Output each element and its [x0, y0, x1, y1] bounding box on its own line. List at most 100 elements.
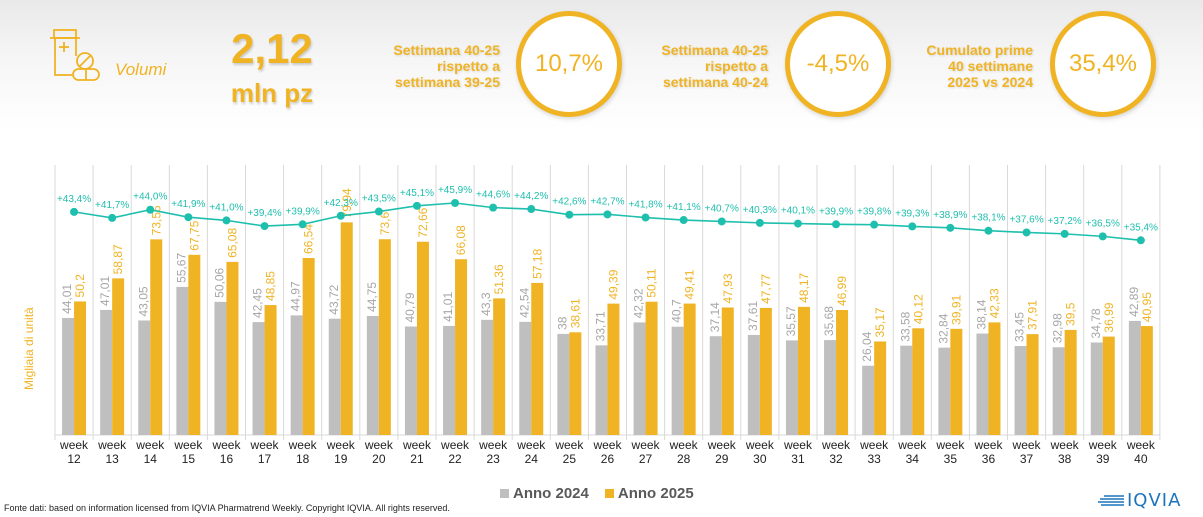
x-tick-label: week: [592, 438, 622, 452]
x-tick-label: week: [478, 438, 508, 452]
bar-label-2025: 35,17: [873, 307, 887, 337]
line-point: [489, 203, 498, 212]
header: Volumi 2,12 mln pz Settimana 40-25 rispe…: [0, 0, 1203, 140]
x-tick-label: week: [859, 438, 889, 452]
x-tick-label: 13: [105, 452, 119, 466]
x-tick-label: 16: [220, 452, 234, 466]
bar-label-2025: 57,18: [530, 249, 544, 279]
bar-label-2025: 42,33: [987, 288, 1001, 318]
kpi-2-label-line: rispetto a: [704, 58, 768, 74]
bar-2024: [214, 301, 227, 435]
x-tick-label: week: [250, 438, 280, 452]
bar-2025: [264, 305, 277, 435]
iqvia-stripes-icon: [1098, 494, 1124, 506]
bar-2024: [443, 325, 456, 435]
x-tick-label: week: [1050, 438, 1080, 452]
bar-label-2024: 44,01: [60, 284, 74, 314]
bar-label-2024: 50,06: [212, 267, 226, 297]
bar-2024: [976, 333, 989, 435]
bar-2024: [519, 321, 532, 435]
line-point: [1136, 236, 1145, 245]
bar-2024: [557, 333, 570, 435]
bar-2025: [112, 278, 125, 435]
line-data-label: +37,2%: [1048, 216, 1082, 227]
x-tick-label: 34: [906, 452, 920, 466]
line-point: [793, 219, 802, 228]
kpi-3-value: 35,4%: [1068, 50, 1138, 77]
bar-label-2025: 50,11: [645, 268, 659, 297]
bar-2024: [747, 334, 760, 435]
x-tick-label: 15: [182, 452, 196, 466]
line-data-label: +43,5%: [362, 194, 396, 205]
line-point: [603, 210, 612, 219]
bar-2025: [1026, 334, 1039, 435]
bar-2024: [824, 340, 837, 435]
line-data-label: +43,4%: [57, 194, 91, 205]
x-tick-label: week: [935, 438, 965, 452]
bar-label-2025: 66,54: [302, 224, 316, 254]
bar-label-2024: 40,7: [670, 299, 684, 323]
line-data-label: +37,6%: [1009, 214, 1043, 225]
x-tick-label: 25: [563, 452, 577, 466]
legend-label-2025: Anno 2025: [617, 485, 694, 502]
x-tick-label: 29: [715, 452, 729, 466]
bar-label-2025: 72,66: [416, 207, 430, 237]
bar-2024: [1128, 320, 1141, 435]
bar-2025: [874, 341, 887, 435]
bar-2025: [950, 328, 963, 435]
line-data-label: +44,6%: [476, 190, 510, 201]
bar-2025: [531, 282, 544, 435]
bar-2025: [836, 310, 849, 435]
bar-label-2024: 42,89: [1127, 287, 1141, 317]
bar-label-2024: 43,05: [136, 286, 150, 316]
x-tick-label: 14: [144, 452, 158, 466]
bar-label-2024: 35,57: [784, 306, 798, 336]
x-tick-label: week: [631, 438, 661, 452]
bar-2024: [100, 309, 113, 435]
legend-swatch-2024: [500, 489, 509, 498]
bar-label-2024: 42,32: [632, 288, 646, 318]
line-point: [946, 223, 955, 232]
kpi-1-label-line: rispetto a: [436, 58, 500, 74]
bar-label-2025: 65,08: [225, 228, 239, 258]
line-point: [565, 210, 574, 219]
line-data-label: +44,2%: [514, 191, 548, 202]
line-point: [374, 207, 383, 216]
bar-2025: [988, 322, 1001, 435]
line-point: [146, 205, 155, 214]
bar-2025: [797, 306, 810, 435]
x-tick-label: week: [1088, 438, 1118, 452]
bar-label-2025: 36,99: [1102, 302, 1116, 332]
kpi-2-label: Settimana 40-25 rispetto a settimana 40-…: [635, 42, 768, 90]
x-tick-label: week: [135, 438, 165, 452]
bar-2025: [721, 307, 734, 435]
bar-label-2024: 37,61: [746, 301, 760, 331]
bar-2025: [1102, 336, 1115, 435]
x-tick-label: week: [973, 438, 1003, 452]
line-point: [1022, 228, 1031, 237]
x-tick-label: 37: [1020, 452, 1034, 466]
line-data-label: +38,1%: [971, 213, 1005, 224]
x-tick-label: 17: [258, 452, 272, 466]
line-point: [984, 226, 993, 235]
kpi-2-circle: -4,5%: [785, 11, 891, 117]
bar-2024: [328, 318, 341, 435]
line-data-label: +45,9%: [438, 185, 472, 196]
total-value: 2,12: [231, 25, 313, 72]
x-tick-label: 26: [601, 452, 615, 466]
x-tick-label: 22: [448, 452, 462, 466]
bar-label-2024: 34,78: [1089, 308, 1103, 338]
bar-label-2024: 33,71: [593, 311, 607, 341]
bar-label-2025: 66,08: [454, 225, 468, 255]
kpi-3-label-line: 40 settimane: [948, 58, 1033, 74]
y-axis-label: Migliaia di unità: [22, 307, 36, 390]
line-point: [108, 213, 117, 222]
bar-label-2025: 46,99: [835, 276, 849, 306]
bar-2024: [176, 286, 189, 435]
line-point: [679, 216, 688, 225]
bar-label-2024: 38: [555, 316, 569, 330]
kpi-2-label-line: Settimana 40-25: [661, 42, 768, 58]
line-data-label: +35,4%: [1124, 222, 1158, 233]
bar-2025: [912, 328, 925, 435]
bar-2024: [366, 315, 379, 435]
